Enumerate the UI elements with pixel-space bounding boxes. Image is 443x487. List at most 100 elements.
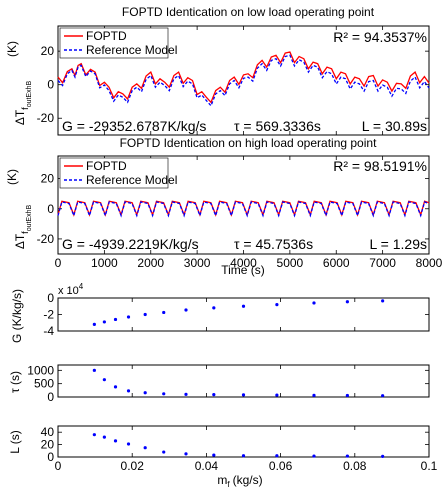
panel2-xtick-label: 7000 xyxy=(369,256,396,270)
panel4-point xyxy=(345,393,349,398)
panel2-title: FOPTD Identication on high load operatin… xyxy=(120,136,377,150)
panel5-point xyxy=(381,454,385,458)
panel5-x-label-sub: f xyxy=(227,480,230,487)
panel5-ytick-label: 40 xyxy=(41,425,55,439)
panel5-xtick-label: 0.08 xyxy=(343,459,367,473)
panel5-point xyxy=(92,433,96,437)
panel2-y-label-sub: f xyxy=(20,231,30,234)
panel1-ytick-label: 0 xyxy=(47,78,54,92)
panel3-point xyxy=(184,308,188,312)
panel3-exponent-power: 4 xyxy=(79,282,84,291)
panel4-point xyxy=(184,392,188,396)
panel1-series-reference xyxy=(57,54,430,107)
panel1-y-label: ΔTfoutExhB xyxy=(13,81,33,126)
panel5-point xyxy=(102,435,106,439)
panel2-xtick-label: 1000 xyxy=(91,256,118,270)
panel3-ytick-label: 0 xyxy=(47,291,54,305)
panel2-y-label-subsub2: ExhB xyxy=(26,205,33,222)
panel1-delay: L = 30.89s xyxy=(362,118,427,134)
panel4-point xyxy=(381,394,385,398)
panel2-ytick-label: -20 xyxy=(37,232,55,246)
panel3-point xyxy=(102,320,106,324)
panel4-point xyxy=(162,392,166,396)
panel2-ytick-label: 0 xyxy=(47,202,54,216)
panel3-ytick-label: -2 xyxy=(43,308,54,322)
panel5-point xyxy=(162,450,166,454)
panel4-point xyxy=(143,391,147,395)
panel3-exponent-base: x 10 xyxy=(58,285,79,297)
panel4-point xyxy=(113,385,118,389)
panel5-ytick-label: 0 xyxy=(47,450,54,464)
panel3-point xyxy=(162,310,166,315)
panel5-point xyxy=(312,454,316,458)
panel1-y-label-sub: f xyxy=(20,107,30,110)
panel3-point xyxy=(241,304,246,308)
panel5-point xyxy=(212,453,216,457)
panel4-point xyxy=(241,393,246,397)
panel5-ytick-label: 20 xyxy=(41,438,55,452)
panel5-point xyxy=(345,454,349,458)
panel2-gain: G = -4939.2219K/kg/s xyxy=(62,236,199,252)
panel2-y-label-subsub: out xyxy=(26,222,33,232)
panel2-xtick-label: 8000 xyxy=(416,256,443,270)
panel3-plot: -4 -2 0 xyxy=(43,291,430,338)
panel3-points xyxy=(92,299,385,326)
panel5-point xyxy=(275,454,279,458)
panel1-lines xyxy=(57,51,430,107)
panel5-xtick-label: 0.06 xyxy=(269,459,293,473)
panel5-x-label-main: m xyxy=(217,473,227,487)
panel3-point xyxy=(312,301,316,305)
panel1-ytick-label: -20 xyxy=(37,111,55,125)
panel5-point xyxy=(241,454,246,458)
panel3-axes-box xyxy=(57,297,430,332)
panel4-point xyxy=(102,378,106,382)
panel3-ytick-label: -4 xyxy=(43,324,54,338)
panel2-xtick-label: 6000 xyxy=(323,256,350,270)
panel2-y-label: ΔTfoutExhB xyxy=(13,205,33,250)
panel1-tau: τ = 569.3336s xyxy=(234,118,321,134)
panel2-lines xyxy=(57,200,430,218)
panel5-xtick-label: 0.1 xyxy=(421,459,438,473)
panel1-r2: R² = 94.3537% xyxy=(333,29,427,45)
panel5-xtick-label: 0.02 xyxy=(121,459,145,473)
panel2-xtick-label: 5000 xyxy=(277,256,304,270)
panel4-y-label: τ (s) xyxy=(8,371,22,393)
panel3-point xyxy=(92,322,96,326)
panel4-ytick-label: 0 xyxy=(47,390,54,404)
panel5-point xyxy=(184,452,188,456)
panel1-y-label-subsub2: ExhB xyxy=(26,81,33,98)
panel4-point xyxy=(212,393,216,397)
panel2-r2: R² = 98.5191% xyxy=(333,158,427,174)
panel1-title: FOPTD Identication on low load operating… xyxy=(122,5,375,19)
panel2-y-unit: (K) xyxy=(5,169,19,185)
panel3-exponent: x 104 xyxy=(58,282,84,297)
panel1-y-label-subsub: out xyxy=(26,98,33,108)
panel2-xtick-label: 0 xyxy=(55,256,62,270)
panel3-point xyxy=(126,315,131,319)
panel3-point xyxy=(345,300,349,304)
panel1-series-foptd xyxy=(57,51,430,104)
panel2-x-label: Time (s) xyxy=(221,263,265,277)
panel5-x-label-unit: (kg/s) xyxy=(233,473,263,487)
panel4-point xyxy=(275,393,279,397)
panel3-point xyxy=(113,317,118,322)
panel2-legend: FOPTD Reference Model xyxy=(59,157,177,189)
panel5-x-label: mf (kg/s) xyxy=(217,473,262,487)
panel2-y-label-main: ΔT xyxy=(13,233,27,249)
panel4-points xyxy=(92,368,385,398)
panel2-tau: τ = 45.7536s xyxy=(234,236,313,252)
panel5-point xyxy=(113,439,118,443)
panel4-axes-box xyxy=(57,364,430,398)
panel3-ticks: -4 -2 0 xyxy=(43,291,430,338)
svg-text:ΔTfoutExhB: ΔTfoutExhB xyxy=(13,81,33,126)
panel3-point xyxy=(275,303,279,307)
panel4-ytick-label: 500 xyxy=(34,377,54,391)
panel5-point xyxy=(143,446,147,450)
panel5-xtick-label: 0.04 xyxy=(195,459,219,473)
panel5-xtick-label: 0 xyxy=(55,459,62,473)
panel3-point xyxy=(212,306,216,310)
panel2-xtick-label: 2000 xyxy=(137,256,164,270)
